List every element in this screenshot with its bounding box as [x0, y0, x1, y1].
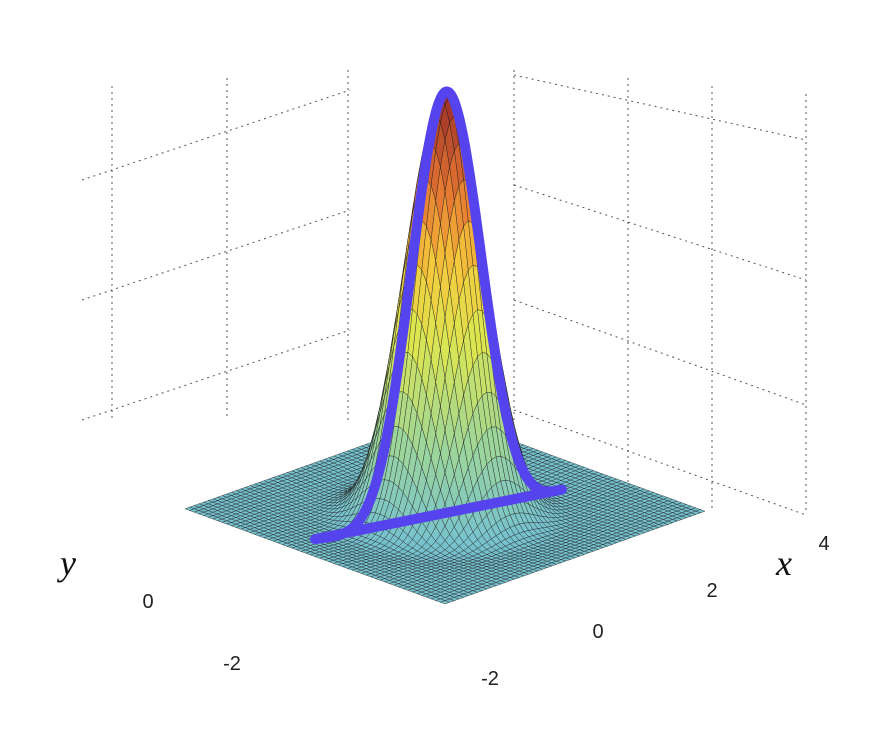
- x-tick-label: 4: [818, 533, 829, 555]
- tick-labels: -2 0 2 4 -2 0: [142, 533, 829, 690]
- grid-line: [81, 329, 351, 421]
- x-tick-label: 0: [592, 621, 603, 643]
- y-tick-label: -2: [223, 653, 241, 675]
- x-tick-label: 2: [706, 580, 717, 602]
- surface-mesh: [184, 89, 706, 605]
- y-axis-label: y: [57, 543, 76, 583]
- y-tick-label: 0: [142, 591, 153, 613]
- highlight-path: [310, 86, 567, 545]
- x-tick-label: -2: [481, 668, 499, 690]
- grid-line: [81, 89, 351, 181]
- grid-line: [513, 299, 807, 406]
- grid-line: [81, 209, 351, 301]
- highlight-path-layer: [310, 86, 567, 545]
- x-axis-label: x: [775, 543, 792, 583]
- surface-patch: [439, 600, 451, 605]
- grid-line: [513, 74, 807, 141]
- grid-line: [513, 184, 807, 281]
- grid-line: [513, 409, 807, 516]
